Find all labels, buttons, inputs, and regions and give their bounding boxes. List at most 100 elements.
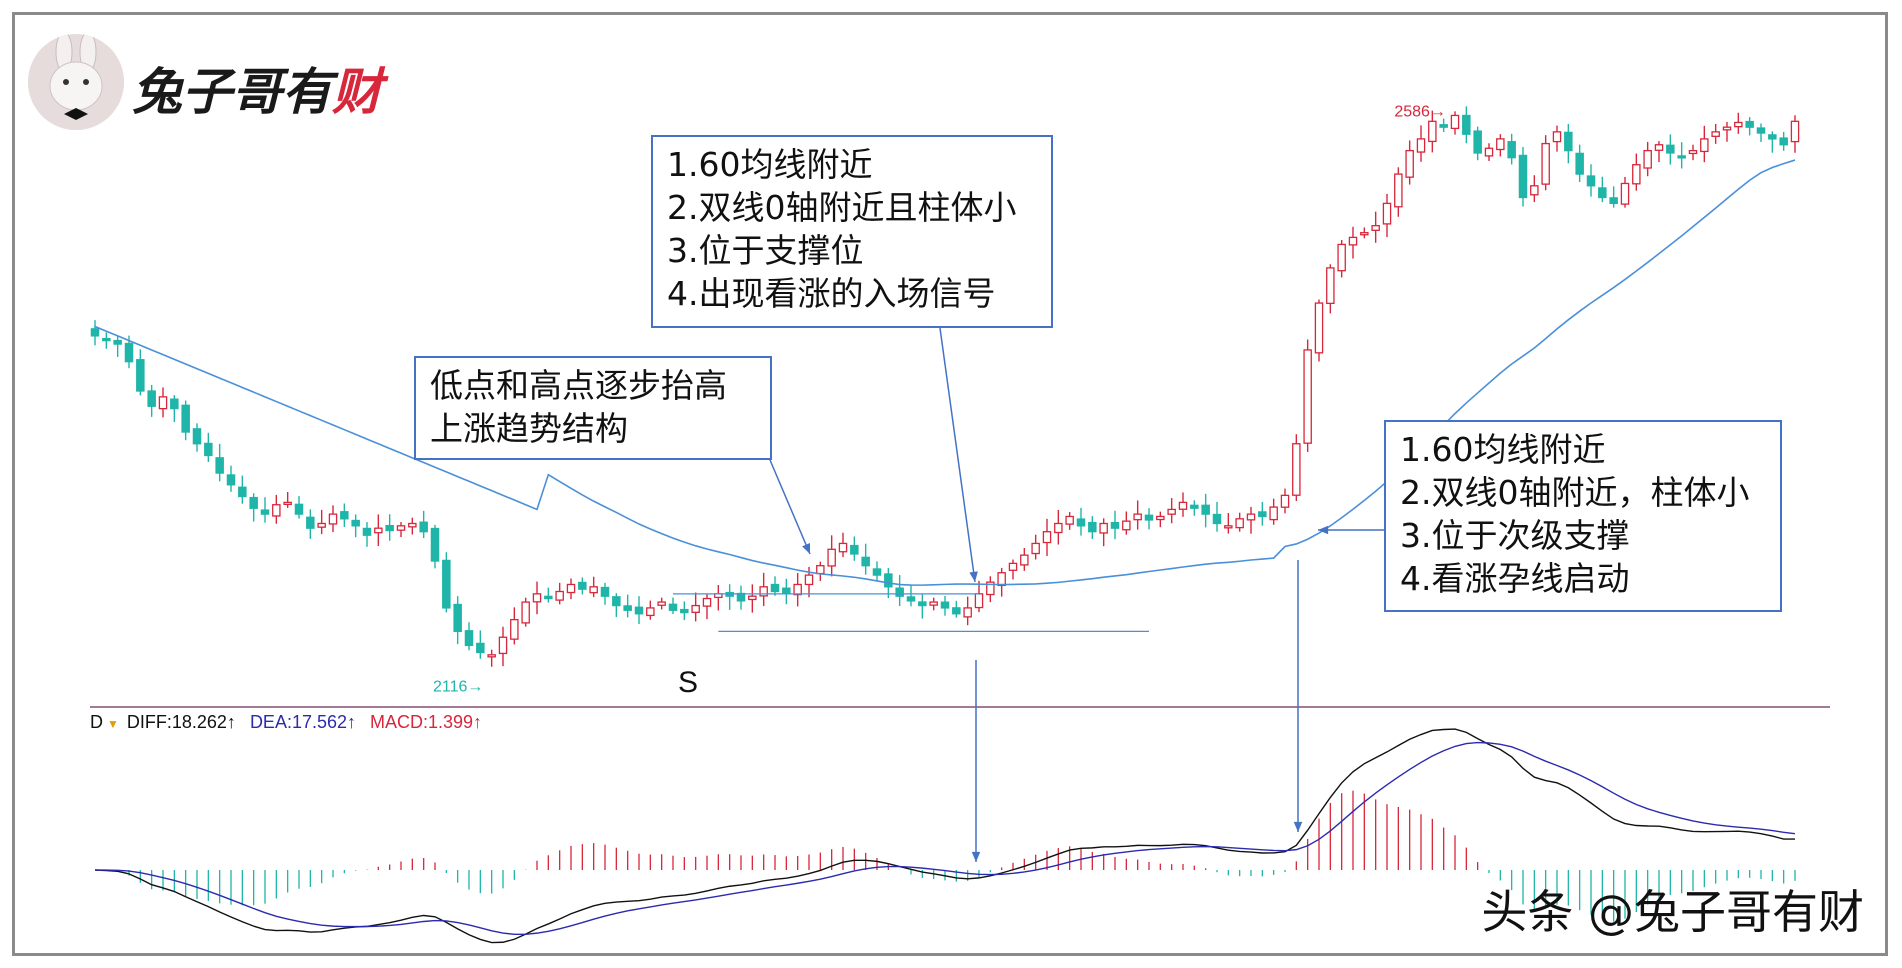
candle-body bbox=[895, 587, 904, 597]
candle-body bbox=[408, 522, 417, 528]
annotation-line: 4.看涨孕线启动 bbox=[1400, 559, 1630, 598]
macd-legend: D ▼ DIFF:18.262↑ DEA:17.562↑ MACD:1.399↑ bbox=[90, 712, 496, 733]
candle-body bbox=[498, 636, 508, 655]
candle-body bbox=[1099, 522, 1108, 534]
candle-body bbox=[419, 521, 428, 533]
candle-body bbox=[1677, 155, 1686, 159]
candle-body bbox=[1382, 202, 1392, 225]
candle-body bbox=[215, 457, 224, 474]
candle-body bbox=[385, 525, 394, 532]
candle-body bbox=[838, 542, 848, 553]
candle-body bbox=[827, 548, 836, 567]
candle-body bbox=[487, 654, 496, 658]
annotation-line: 1.60均线附近 bbox=[1400, 430, 1606, 469]
candle-body bbox=[249, 496, 258, 509]
candle-body bbox=[1450, 114, 1460, 130]
candle-body bbox=[1292, 443, 1301, 496]
annotation-line: 1.60均线附近 bbox=[667, 145, 873, 184]
annotation-line: 2.双线0轴附近且柱体小 bbox=[667, 188, 1017, 227]
candle-body bbox=[1258, 511, 1267, 518]
candle-body bbox=[1076, 518, 1086, 527]
annotation-line: 4.出现看涨的入场信号 bbox=[667, 274, 996, 313]
candle-body bbox=[226, 474, 236, 486]
candle-body bbox=[1745, 120, 1754, 128]
arrow-left-box bbox=[769, 459, 811, 555]
candle-body bbox=[1042, 531, 1052, 544]
candle-body bbox=[1518, 154, 1528, 199]
candle-body bbox=[1201, 504, 1210, 515]
macd-legend-macd: MACD:1.399↑ bbox=[370, 712, 483, 732]
candle-body bbox=[668, 603, 678, 611]
candle-body bbox=[702, 597, 712, 607]
candle-body bbox=[1405, 149, 1414, 178]
candle-body bbox=[1564, 131, 1573, 152]
candle-body bbox=[1122, 520, 1131, 531]
candle-body bbox=[770, 583, 780, 593]
candle-body bbox=[1688, 149, 1698, 155]
candle-body bbox=[1507, 141, 1516, 159]
candle-body bbox=[544, 595, 553, 600]
annotation-line: 上涨趋势结构 bbox=[430, 409, 628, 448]
candle-body bbox=[102, 337, 111, 342]
candle-body bbox=[1462, 114, 1471, 135]
candle-body bbox=[306, 516, 315, 529]
candle-body bbox=[736, 592, 746, 602]
candle-body bbox=[1484, 147, 1494, 157]
candle-body bbox=[1722, 126, 1732, 131]
candle-body bbox=[1541, 142, 1550, 185]
candle-body bbox=[612, 596, 621, 607]
candle-body bbox=[1790, 120, 1800, 143]
candle-body bbox=[283, 501, 292, 506]
candle-body bbox=[1054, 522, 1063, 534]
candle-body bbox=[748, 595, 757, 601]
candle-body bbox=[623, 605, 632, 611]
candle-body bbox=[464, 630, 474, 647]
candle-body bbox=[124, 342, 134, 363]
watermark: 头条 @兔子哥有财 bbox=[1481, 885, 1864, 939]
candle-body bbox=[1496, 138, 1505, 151]
candle-body bbox=[158, 396, 168, 410]
candle-body bbox=[260, 509, 270, 515]
candle-body bbox=[351, 519, 360, 527]
candle-body bbox=[1235, 518, 1244, 529]
candle-body bbox=[170, 398, 179, 410]
candle-body bbox=[362, 527, 372, 536]
candle-body bbox=[1416, 138, 1426, 153]
candle-body bbox=[1246, 513, 1256, 521]
candle-body bbox=[136, 359, 145, 392]
macd-legend-dea: DEA:17.562↑ bbox=[249, 712, 357, 732]
candle-body bbox=[929, 601, 938, 606]
high-price-label: 2586→ bbox=[1394, 103, 1446, 120]
candle-body bbox=[1065, 515, 1074, 525]
candle-body bbox=[1178, 501, 1188, 510]
candle-body bbox=[1031, 542, 1040, 555]
candle-body bbox=[589, 586, 598, 594]
candle-body bbox=[884, 573, 893, 588]
brand-name-accent: 财 bbox=[332, 62, 382, 121]
candle-body bbox=[1530, 185, 1539, 196]
candle-body bbox=[113, 339, 122, 345]
candle-body bbox=[1326, 267, 1335, 305]
candle-body bbox=[1190, 504, 1199, 509]
candle-body bbox=[476, 642, 485, 654]
candle-body bbox=[952, 607, 961, 615]
candle-body bbox=[1212, 513, 1222, 525]
dropdown-arrow-icon[interactable]: ▼ bbox=[107, 717, 119, 731]
candle-body bbox=[1360, 232, 1369, 236]
candle-body bbox=[453, 603, 462, 633]
support-label: S bbox=[678, 666, 699, 699]
candle-body bbox=[1144, 514, 1154, 521]
candle-body bbox=[1371, 225, 1380, 231]
candle-body bbox=[1269, 506, 1278, 521]
arrow-down-macd-1-head bbox=[971, 851, 981, 862]
candle-body bbox=[782, 587, 791, 595]
candle-body bbox=[430, 527, 440, 562]
candle-body bbox=[1110, 522, 1120, 529]
candle-body bbox=[634, 606, 644, 615]
candle-body bbox=[1756, 127, 1766, 134]
rabbit-avatar-icon bbox=[28, 34, 124, 130]
candle-body bbox=[1133, 513, 1142, 521]
candle-body bbox=[374, 527, 383, 534]
candle-body bbox=[1620, 182, 1630, 205]
candle-body bbox=[328, 513, 338, 525]
